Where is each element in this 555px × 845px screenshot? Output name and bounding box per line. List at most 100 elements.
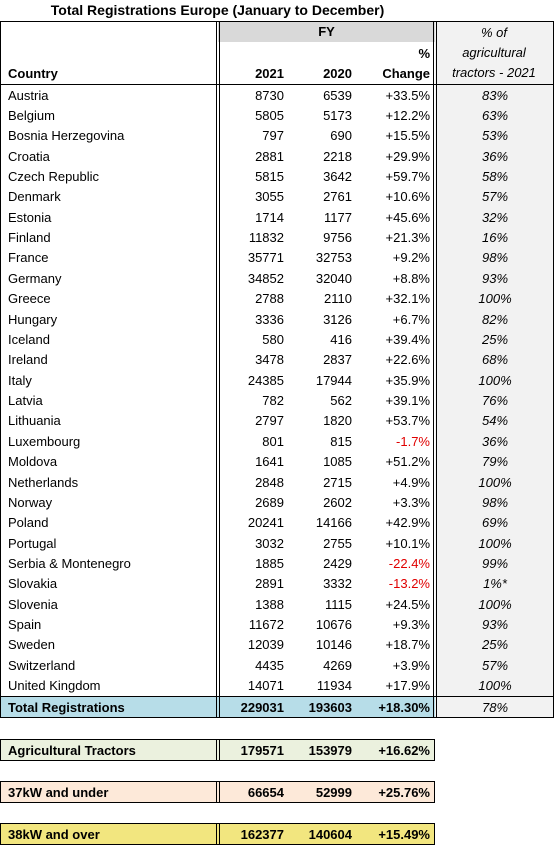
- data-row: Denmark 3055 2761 +10.6% 57%: [0, 187, 555, 207]
- change: +12.2%: [385, 107, 430, 123]
- value-2020: 52999: [315, 784, 352, 800]
- data-row: Finland 11832 9756 +21.3% 16%: [0, 228, 555, 248]
- share: 63%: [481, 107, 509, 123]
- value-2021: 2797: [255, 413, 284, 429]
- change: +18.7%: [385, 637, 430, 653]
- data-row: Estonia 1714 1177 +45.6% 32%: [0, 207, 555, 227]
- value-2020: 10146: [315, 637, 352, 653]
- change: +9.3%: [392, 617, 430, 633]
- share: 58%: [481, 168, 509, 184]
- change: +35.9%: [385, 372, 430, 388]
- country: Norway: [8, 494, 53, 510]
- data-row: Netherlands 2848 2715 +4.9% 100%: [0, 472, 555, 492]
- change: +15.5%: [385, 128, 430, 144]
- value-2021: 24385: [247, 372, 284, 388]
- country: Italy: [8, 372, 32, 388]
- country: Serbia & Montenegro: [8, 556, 131, 571]
- value-2021: 11832: [248, 230, 284, 246]
- country: Slovenia: [8, 596, 58, 612]
- share: 83%: [481, 87, 509, 103]
- change: +3.9%: [392, 657, 430, 673]
- value-2020: 3332: [323, 576, 352, 592]
- change: +10.6%: [385, 189, 430, 205]
- value-2021: 1641: [255, 454, 284, 470]
- value-2020: 14166: [315, 515, 352, 531]
- country: Estonia: [8, 209, 52, 225]
- change: +3.3%: [392, 494, 430, 510]
- rule: [216, 823, 220, 845]
- value-2021: 2689: [255, 494, 284, 510]
- value-2020: 2715: [323, 474, 352, 490]
- change: +29.9%: [385, 148, 430, 164]
- value-2020: 1177: [324, 209, 352, 225]
- value-2020: 153979: [308, 742, 352, 758]
- value-2021: 14071: [247, 678, 284, 694]
- value-2020: 2218: [323, 148, 352, 164]
- value-2021: 20241: [247, 515, 284, 531]
- value-2021: 1388: [255, 596, 284, 612]
- share: 100%: [478, 678, 512, 694]
- country: Czech Republic: [8, 168, 100, 184]
- share-header: % of agricultural tractors - 2021: [435, 23, 553, 83]
- share: 98%: [481, 494, 509, 510]
- country-header: Country: [8, 66, 58, 81]
- value-2020: 11934: [316, 678, 352, 694]
- value-2021: 66654: [247, 784, 284, 800]
- change: +9.2%: [392, 250, 430, 266]
- rule: [553, 21, 554, 718]
- data-row: Italy 24385 17944 +35.9% 100%: [0, 370, 555, 390]
- country: Greece: [8, 291, 51, 307]
- value-2021: 3055: [255, 189, 284, 205]
- share: 36%: [481, 148, 509, 164]
- share: 25%: [481, 331, 509, 347]
- rule: [0, 696, 554, 697]
- value-2020: 2761: [323, 189, 352, 205]
- value-2020: 140604: [308, 826, 352, 842]
- share: 53%: [481, 128, 509, 144]
- share: 16%: [481, 230, 509, 246]
- data-row: Ireland 3478 2837 +22.6% 68%: [0, 350, 555, 370]
- data-row: Bosnia Herzegovina 797 690 +15.5% 53%: [0, 126, 555, 146]
- value-2020: 2429: [323, 556, 352, 571]
- value-2021: 179571: [240, 742, 284, 758]
- value-2021: 580: [262, 331, 284, 347]
- change: -13.2%: [388, 576, 430, 592]
- country: Slovakia: [8, 576, 58, 592]
- share: 100%: [478, 596, 512, 612]
- change-header: Change: [382, 66, 430, 81]
- data-row: Greece 2788 2110 +32.1% 100%: [0, 289, 555, 309]
- value-2020: 193603: [308, 699, 352, 715]
- change: +21.3%: [385, 230, 430, 246]
- country: Hungary: [8, 311, 58, 327]
- value-2021: 2848: [255, 474, 284, 490]
- data-row: Hungary 3336 3126 +6.7% 82%: [0, 309, 555, 329]
- summary-row: 38kW and over 162377 140604 +15.49%: [0, 824, 555, 844]
- country: 38kW and over: [8, 826, 100, 842]
- data-row: Belgium 5805 5173 +12.2% 63%: [0, 105, 555, 125]
- change: +42.9%: [385, 515, 430, 531]
- share: 1%*: [483, 576, 507, 592]
- country: Poland: [8, 515, 49, 531]
- share: 57%: [481, 189, 509, 205]
- value-2020: 416: [330, 331, 352, 347]
- share: 32%: [481, 209, 509, 225]
- value-2021: 229031: [240, 699, 284, 715]
- value-2021: 12039: [247, 637, 284, 653]
- value-2021: 1714: [255, 209, 284, 225]
- value-2020: 32753: [315, 250, 352, 266]
- share: 25%: [481, 637, 509, 653]
- country: Latvia: [8, 393, 43, 409]
- change: +25.76%: [378, 784, 430, 800]
- title: Total Registrations Europe (January to D…: [50, 2, 385, 18]
- value-2020: 5173: [323, 107, 352, 123]
- change: +4.9%: [392, 474, 430, 490]
- value-2020: 4269: [323, 657, 352, 673]
- value-2020: 9756: [323, 230, 352, 246]
- value-2020: 3642: [323, 168, 352, 184]
- value-2021: 3478: [255, 352, 284, 368]
- change: +39.1%: [385, 393, 430, 409]
- change: +8.8%: [392, 270, 430, 286]
- country: United Kingdom: [8, 678, 101, 694]
- share-header-line: tractors - 2021: [452, 65, 536, 80]
- value-2020: 690: [330, 128, 352, 144]
